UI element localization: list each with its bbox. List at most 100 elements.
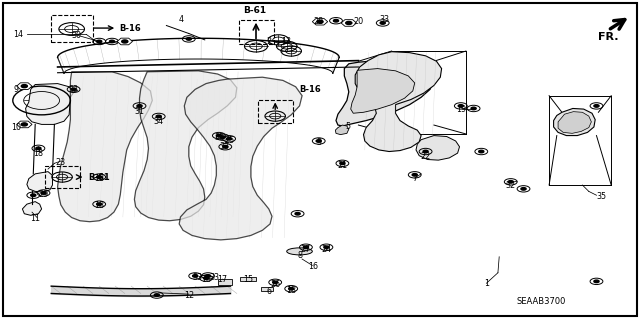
Circle shape	[340, 162, 345, 165]
Polygon shape	[416, 136, 460, 160]
Polygon shape	[179, 77, 302, 240]
Polygon shape	[355, 52, 442, 152]
Text: 15: 15	[243, 275, 253, 284]
Text: 14: 14	[13, 30, 23, 39]
Text: 35: 35	[596, 192, 607, 201]
Polygon shape	[58, 72, 152, 222]
Text: 2: 2	[266, 37, 271, 46]
Polygon shape	[22, 202, 42, 215]
Circle shape	[346, 21, 352, 25]
Circle shape	[97, 176, 102, 178]
Text: 8: 8	[297, 251, 302, 260]
Circle shape	[216, 134, 221, 137]
Text: 4: 4	[179, 15, 184, 24]
Polygon shape	[335, 125, 349, 135]
Circle shape	[333, 19, 339, 22]
Text: B-61: B-61	[88, 173, 110, 182]
Text: 23: 23	[56, 158, 66, 167]
Circle shape	[205, 275, 211, 277]
Text: 11: 11	[30, 214, 40, 223]
Text: 10: 10	[11, 123, 21, 132]
Circle shape	[36, 147, 41, 150]
Circle shape	[295, 212, 300, 215]
Text: SEAAB3700: SEAAB3700	[516, 297, 566, 306]
Text: 12: 12	[184, 291, 194, 300]
Text: 27: 27	[301, 245, 311, 254]
Text: 17: 17	[217, 275, 227, 284]
Polygon shape	[26, 84, 74, 124]
Text: 31: 31	[134, 107, 145, 116]
Polygon shape	[341, 20, 356, 26]
Circle shape	[289, 287, 294, 290]
Circle shape	[423, 150, 428, 153]
Circle shape	[21, 123, 28, 126]
Circle shape	[471, 107, 476, 110]
Text: 34: 34	[154, 117, 164, 126]
Text: 33: 33	[209, 273, 220, 282]
Polygon shape	[351, 69, 415, 113]
Text: 25: 25	[224, 136, 234, 145]
Text: 18: 18	[201, 275, 211, 284]
Text: 33: 33	[219, 142, 229, 151]
Text: 33: 33	[214, 133, 225, 142]
Circle shape	[21, 85, 28, 88]
Polygon shape	[117, 38, 132, 45]
Circle shape	[31, 194, 36, 197]
Text: 18: 18	[94, 201, 104, 210]
Circle shape	[521, 188, 526, 190]
Circle shape	[227, 137, 232, 140]
FancyBboxPatch shape	[240, 277, 256, 281]
FancyBboxPatch shape	[218, 279, 232, 285]
Text: 1: 1	[484, 279, 489, 288]
FancyBboxPatch shape	[261, 287, 273, 291]
Text: 33: 33	[379, 15, 389, 24]
Text: FR.: FR.	[598, 32, 618, 42]
Polygon shape	[336, 60, 434, 126]
Circle shape	[508, 181, 513, 183]
Text: 32: 32	[506, 181, 516, 189]
Circle shape	[220, 136, 225, 138]
Circle shape	[458, 105, 463, 107]
Text: 5: 5	[345, 122, 350, 130]
Circle shape	[156, 115, 161, 118]
Text: B-16: B-16	[120, 24, 141, 33]
Circle shape	[109, 40, 115, 43]
Text: 33: 33	[192, 273, 202, 282]
Text: B-16: B-16	[300, 85, 321, 94]
Text: 33: 33	[68, 85, 79, 94]
Text: 3: 3	[316, 138, 321, 147]
Circle shape	[204, 277, 209, 279]
Circle shape	[324, 246, 329, 249]
Circle shape	[122, 40, 128, 43]
Text: 18: 18	[94, 174, 104, 183]
Circle shape	[303, 246, 308, 249]
Text: 26: 26	[270, 280, 280, 289]
Polygon shape	[558, 112, 591, 133]
Circle shape	[137, 105, 142, 107]
Text: 20: 20	[353, 17, 364, 26]
Circle shape	[273, 281, 278, 284]
Circle shape	[97, 203, 102, 205]
Circle shape	[479, 150, 484, 153]
Text: 30: 30	[72, 31, 82, 40]
Text: 6: 6	[266, 287, 271, 296]
Circle shape	[97, 40, 102, 43]
Circle shape	[317, 20, 323, 23]
Polygon shape	[312, 19, 328, 25]
Polygon shape	[554, 108, 595, 136]
Circle shape	[594, 105, 599, 107]
Text: 19: 19	[456, 105, 466, 114]
Circle shape	[41, 192, 46, 194]
Text: 24: 24	[321, 245, 332, 254]
Text: 29: 29	[38, 190, 49, 199]
Circle shape	[154, 294, 159, 296]
Circle shape	[594, 280, 599, 283]
Text: 18: 18	[286, 286, 296, 295]
Circle shape	[71, 88, 76, 91]
Text: B-61: B-61	[243, 6, 266, 15]
Polygon shape	[17, 83, 32, 89]
Text: 7: 7	[412, 174, 417, 183]
Text: 21: 21	[337, 161, 348, 170]
Circle shape	[380, 22, 385, 24]
Text: 28: 28	[314, 17, 324, 26]
